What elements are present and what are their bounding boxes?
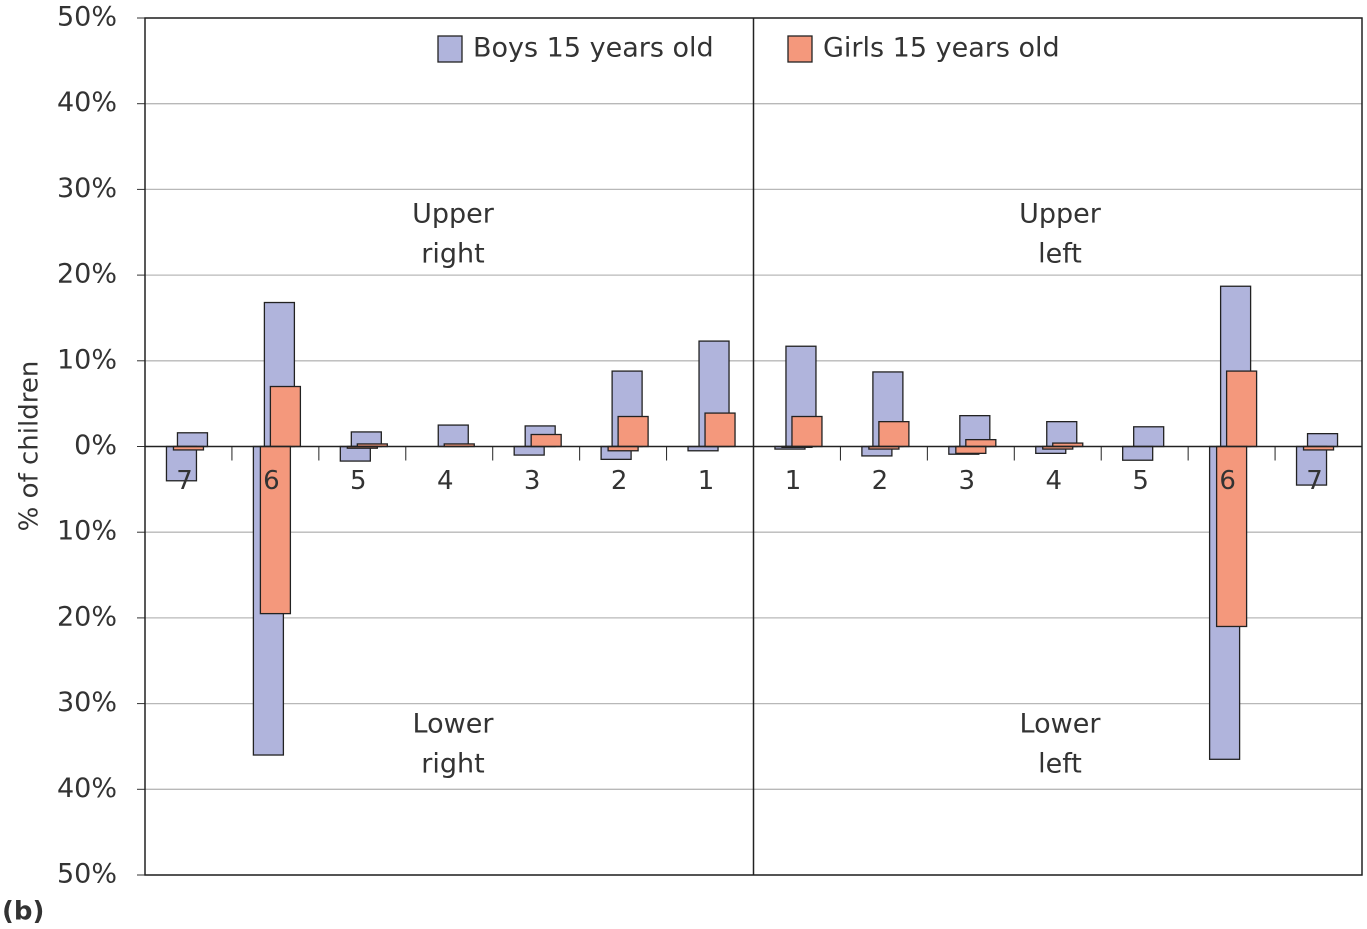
bar-upper [530,433,562,448]
bar-lower [1122,445,1154,461]
annotation: right [421,239,484,270]
legend-label: Girls 15 years old [823,33,1060,64]
bar-upper [617,415,649,448]
bar-lower [259,445,292,615]
y-tick-label: 10% [57,516,117,547]
annotation: left [1038,749,1082,780]
x-tick-label: 5 [1132,466,1149,496]
bar-upper [1225,370,1258,448]
x-tick-label: 6 [263,466,280,496]
bar-upper [1133,426,1165,448]
bar-lower [955,445,987,455]
x-tick-label: 3 [959,466,976,496]
bar-upper [176,432,209,448]
bar-upper [269,385,302,448]
y-tick-label: 20% [57,601,117,632]
x-tick-label: 7 [1306,466,1323,496]
annotation: Lower [1020,709,1102,740]
x-tick-label: 1 [785,466,802,496]
annotation: Upper [412,199,495,230]
legend-swatch [787,35,813,63]
bar-upper [878,420,910,448]
y-tick-label: 0% [74,430,117,461]
y-tick-label: 40% [57,87,117,118]
x-tick-label: 1 [698,466,715,496]
bar-upper [704,412,736,448]
bar-lower [513,445,545,456]
y-axis-label: % of children [15,361,45,532]
panel-label: (b) [2,897,44,927]
x-tick-label: 3 [524,466,541,496]
legend-label: Boys 15 years old [473,33,714,64]
annotation: left [1038,239,1082,270]
annotation: Lower [413,709,495,740]
bar-upper [965,438,997,448]
y-tick-label: 20% [57,259,117,290]
y-tick-label: 50% [57,859,117,890]
x-tick-label: 2 [611,466,628,496]
bar-upper [791,415,823,448]
plot-frame [144,17,1363,876]
y-tick-label: 40% [57,773,117,804]
bar-upper [1046,420,1078,448]
y-tick-label: 10% [57,344,117,375]
x-tick-label: 4 [1045,466,1062,496]
x-tick-label: 4 [437,466,454,496]
x-tick-label: 2 [872,466,889,496]
bar-lower [1295,445,1328,486]
legend-swatch [437,35,463,63]
y-tick-label: 30% [57,687,117,718]
annotation: right [421,749,484,780]
y-tick-label: 50% [57,2,117,33]
y-tick-label: 30% [57,173,117,204]
bar-upper [1306,432,1339,448]
x-tick-label: 7 [176,466,193,496]
x-tick-label: 6 [1219,466,1236,496]
x-tick-label: 5 [350,466,367,496]
annotation: Upper [1019,199,1102,230]
